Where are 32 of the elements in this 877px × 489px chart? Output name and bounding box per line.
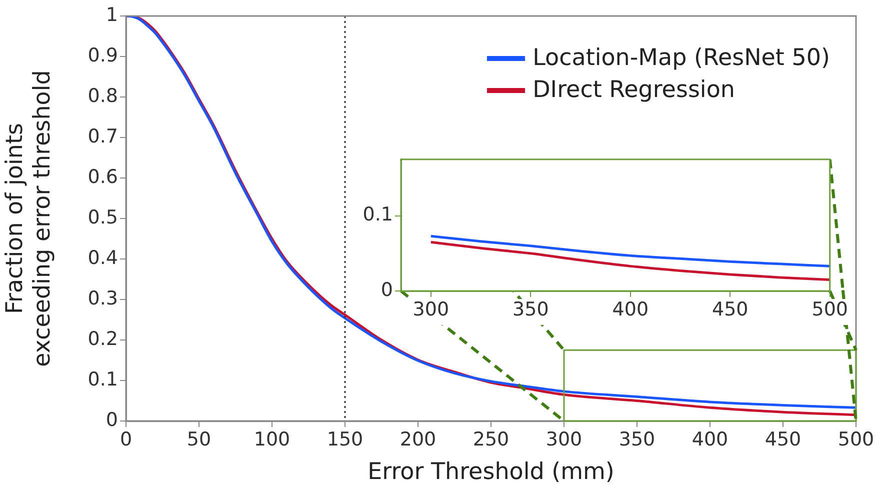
x-tick-label: 350 bbox=[512, 298, 549, 320]
y-tick-label: 0.6 bbox=[88, 166, 118, 188]
y-tick-label: 0 bbox=[106, 408, 118, 431]
x-tick-label: 50 bbox=[186, 428, 212, 450]
legend-label: DIrect Regression bbox=[532, 77, 735, 103]
x-tick-label: 450 bbox=[712, 298, 748, 320]
x-tick-label: 300 bbox=[546, 428, 582, 450]
legend-label: Location-Map (ResNet 50) bbox=[532, 45, 830, 71]
y-tick-label: 0.1 bbox=[88, 368, 118, 390]
x-tick-label: 500 bbox=[812, 298, 848, 320]
x-tick-label: 300 bbox=[412, 298, 450, 320]
x-tick-label: 150 bbox=[326, 428, 364, 450]
y-tick-label: 0.5 bbox=[88, 206, 118, 228]
x-tick-label: 400 bbox=[692, 428, 728, 450]
y-tick-label: 0.2 bbox=[88, 328, 118, 350]
y-tick-label: 0.4 bbox=[88, 246, 118, 269]
y-tick-label: 0.9 bbox=[88, 44, 118, 66]
x-tick-label: 450 bbox=[764, 428, 802, 450]
x-axis-title: Error Threshold (mm) bbox=[368, 459, 614, 486]
y-tick-label: 0.3 bbox=[88, 287, 118, 310]
x-tick-label: 200 bbox=[400, 428, 436, 450]
y-tick-label: 0.1 bbox=[362, 204, 393, 226]
x-tick-label: 0 bbox=[120, 428, 132, 450]
x-tick-label: 350 bbox=[618, 428, 656, 450]
y-tick-label: 0.8 bbox=[88, 84, 118, 107]
x-tick-label: 250 bbox=[472, 428, 510, 450]
y-axis-title: Fraction of joints exceeding error threshold bbox=[2, 70, 56, 367]
x-tick-label: 100 bbox=[254, 428, 290, 450]
y-tick-label: 1 bbox=[106, 4, 118, 26]
x-tick-label: 500 bbox=[838, 428, 874, 450]
x-tick-label: 400 bbox=[612, 298, 649, 320]
y-tick-label: 0.7 bbox=[88, 125, 118, 148]
